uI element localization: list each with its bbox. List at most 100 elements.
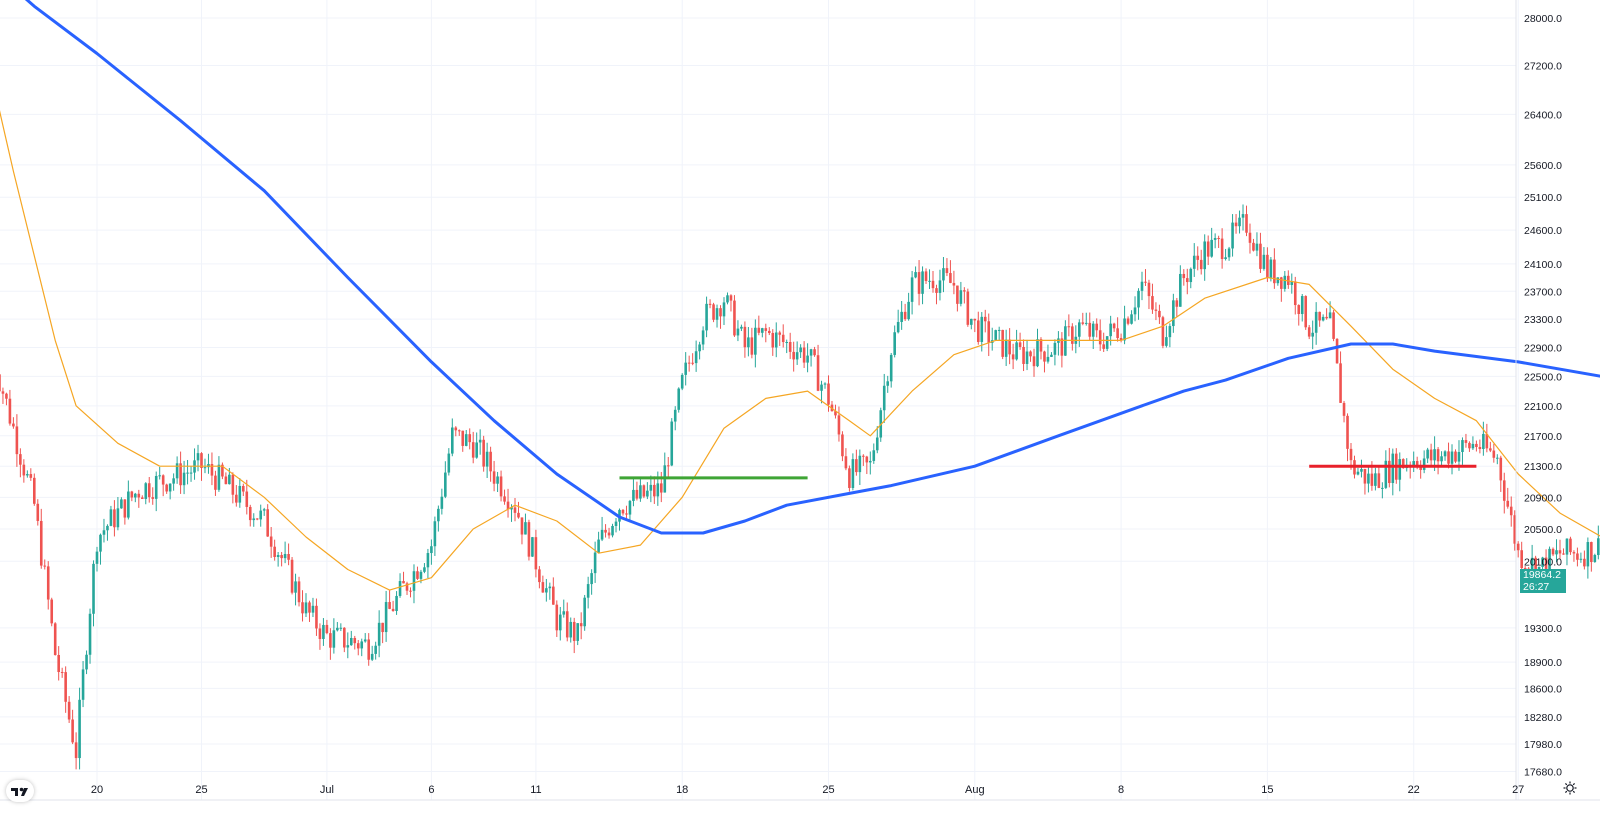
candle-body: [1593, 555, 1597, 563]
candle-body: [691, 362, 694, 364]
time-axis[interactable]: 2025Jul6111825Aug8152227Sep61219: [91, 784, 1600, 796]
candle-body: [1509, 506, 1513, 516]
candle-body: [987, 321, 991, 343]
candle-body: [1523, 568, 1527, 570]
candle-body: [99, 534, 102, 552]
candle-body: [1018, 342, 1022, 347]
candle-body: [336, 627, 339, 631]
candle-body: [545, 588, 548, 593]
candle-body: [332, 630, 336, 648]
candle-body: [26, 474, 29, 476]
price-tick-label: 17980.0: [1524, 739, 1562, 751]
candle-body: [409, 590, 412, 592]
candle-body: [931, 280, 935, 289]
candle-body: [1280, 277, 1283, 289]
candle-body: [329, 633, 332, 648]
candle-body: [492, 471, 496, 484]
candle-body: [1293, 281, 1297, 306]
candle-body: [795, 352, 799, 360]
price-axis[interactable]: 28800.028000.027200.026400.025600.025100…: [1524, 0, 1562, 779]
tradingview-logo-icon: [11, 787, 28, 796]
candle-body: [172, 478, 175, 484]
candle-body: [994, 330, 997, 341]
candle-body: [1154, 309, 1158, 311]
candle-body: [1088, 322, 1092, 337]
time-tick-label: 6: [428, 784, 434, 796]
candle-body: [858, 455, 862, 473]
candle-body: [1461, 440, 1464, 453]
candle-body: [1248, 232, 1252, 243]
candle-body: [869, 460, 872, 463]
candle-body: [1482, 433, 1485, 450]
candle-countdown: 26:27: [1523, 580, 1550, 593]
candle-body: [970, 318, 973, 325]
candle-body: [1137, 290, 1140, 308]
candle-body: [262, 509, 266, 511]
candle-body: [127, 491, 130, 518]
candle-body: [496, 476, 499, 484]
candle-body: [621, 509, 625, 514]
candle-body: [684, 362, 687, 375]
candle-body: [1374, 473, 1377, 486]
candle-body: [1415, 461, 1419, 467]
candle-body: [266, 509, 269, 537]
price-tick-label: 26400.0: [1524, 109, 1562, 121]
candle-body: [1119, 338, 1123, 341]
candle-body: [889, 354, 893, 382]
candle-body: [1046, 356, 1050, 362]
price-tick-label: 18900.0: [1524, 657, 1562, 669]
candle-body: [1412, 461, 1415, 467]
last-price-value: 19864.2: [1523, 568, 1561, 581]
candle-body: [377, 622, 381, 646]
candle-body: [729, 295, 733, 301]
candle-body: [896, 321, 900, 333]
candle-body: [1478, 446, 1482, 450]
candle-body: [593, 552, 597, 574]
candle-body: [109, 509, 113, 526]
candle-body: [74, 742, 78, 759]
candle-body: [1360, 469, 1363, 472]
candle-body: [1572, 552, 1576, 554]
candle-body: [809, 349, 813, 356]
candle-body: [43, 565, 47, 567]
candle-body: [903, 311, 907, 320]
candle-body: [478, 439, 482, 443]
candle-body: [921, 271, 924, 294]
time-tick-label: 25: [822, 784, 834, 796]
candle-body: [1109, 323, 1112, 337]
chart-settings-gear-icon[interactable]: [1563, 781, 1577, 795]
candle-body: [583, 597, 586, 627]
candle-body: [1168, 326, 1172, 338]
candle-body: [527, 522, 531, 557]
candle-body: [1576, 553, 1579, 560]
candle-body: [555, 604, 559, 631]
price-tick-label: 20100.0: [1524, 556, 1562, 568]
candle-body: [398, 581, 402, 596]
candle-body: [67, 701, 71, 720]
candle-body: [168, 483, 172, 492]
price-tick-label: 20500.0: [1524, 524, 1562, 536]
candle-body: [907, 301, 910, 320]
time-tick-label: 8: [1118, 784, 1124, 796]
candle-body: [886, 381, 890, 386]
candle-body: [628, 500, 632, 515]
candle-body: [186, 472, 189, 474]
candle-body: [1185, 278, 1189, 283]
candle-body: [182, 472, 186, 486]
candle-body: [151, 497, 155, 499]
candle-body: [1569, 538, 1572, 553]
candle-body: [1123, 318, 1126, 341]
time-tick-label: 15: [1261, 784, 1273, 796]
price-tick-label: 19300.0: [1524, 623, 1562, 635]
candle-body: [1252, 242, 1255, 251]
candle-body: [632, 489, 635, 501]
candle-body: [983, 316, 987, 322]
candle-body: [423, 567, 426, 572]
candle-body: [705, 303, 708, 331]
candle-body: [1147, 282, 1151, 297]
candle-body: [161, 475, 165, 485]
candle-body: [1485, 433, 1489, 449]
candle-body: [813, 349, 816, 356]
tradingview-logo[interactable]: [6, 780, 34, 802]
